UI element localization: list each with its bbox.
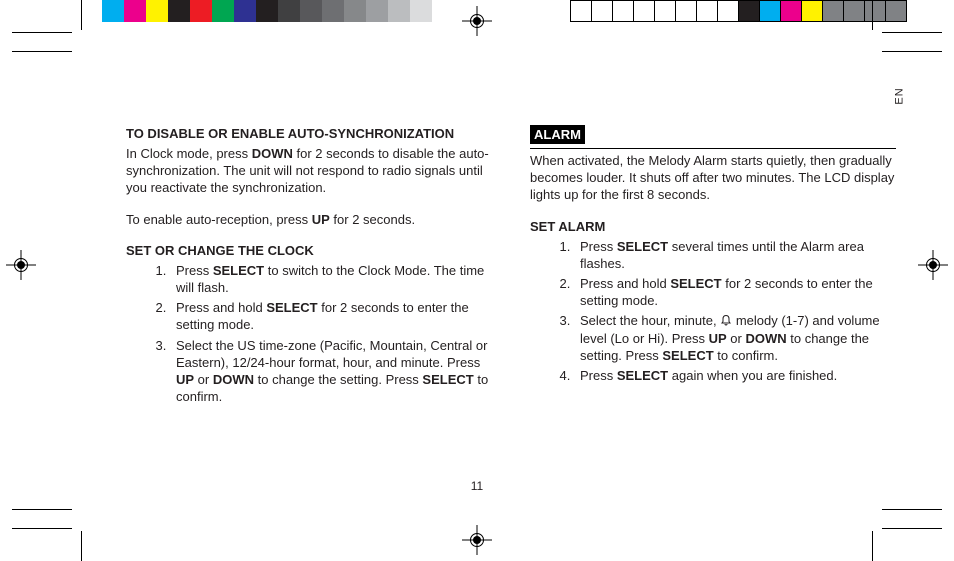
crop-mark [882, 509, 942, 510]
registration-mark [462, 525, 492, 555]
list-item: Press SELECT again when you are finished… [574, 367, 896, 384]
set-alarm-steps: Press SELECT several times until the Ala… [530, 238, 896, 384]
crop-mark [12, 32, 72, 33]
crop-mark [872, 0, 873, 30]
column-left: TO DISABLE OR ENABLE AUTO-SYNCHRONIZATIO… [126, 125, 492, 485]
heading-set-alarm: SET ALARM [530, 218, 896, 235]
autosync-enable-text: To enable auto-reception, press UP for 2… [126, 211, 492, 228]
list-item: Press and hold SELECT for 2 seconds to e… [574, 275, 896, 309]
crop-mark [882, 32, 942, 33]
crop-mark [81, 0, 82, 30]
crop-mark [882, 528, 942, 529]
crop-mark [12, 51, 72, 52]
heading-set-clock: SET OR CHANGE THE CLOCK [126, 242, 492, 259]
page-body: TO DISABLE OR ENABLE AUTO-SYNCHRONIZATIO… [126, 125, 896, 485]
print-colorbar-left [102, 0, 454, 22]
crop-mark [872, 531, 873, 561]
crop-mark [81, 531, 82, 561]
heading-alarm-line: ALARM [530, 125, 896, 149]
list-item: Press SELECT several times until the Ala… [574, 238, 896, 272]
list-item: Press SELECT to switch to the Clock Mode… [170, 262, 492, 296]
page-number: 11 [0, 479, 954, 493]
crop-mark [12, 528, 72, 529]
registration-mark [462, 6, 492, 36]
list-item: Press and hold SELECT for 2 seconds to e… [170, 299, 492, 333]
registration-mark [918, 250, 948, 280]
language-tag: EN [893, 87, 905, 104]
list-item: Select the US time-zone (Pacific, Mounta… [170, 337, 492, 406]
heading-autosync: TO DISABLE OR ENABLE AUTO-SYNCHRONIZATIO… [126, 125, 492, 142]
bell-icon [720, 314, 732, 326]
alarm-description: When activated, the Melody Alarm starts … [530, 152, 896, 203]
heading-alarm: ALARM [530, 125, 585, 144]
list-item: Select the hour, minute, melody (1-7) an… [574, 312, 896, 363]
registration-mark [6, 250, 36, 280]
set-clock-steps: Press SELECT to switch to the Clock Mode… [126, 262, 492, 405]
crop-mark [882, 51, 942, 52]
autosync-disable-text: In Clock mode, press DOWN for 2 seconds … [126, 145, 492, 196]
print-colorbar-right [570, 0, 906, 22]
crop-mark [12, 509, 72, 510]
column-right: ALARM When activated, the Melody Alarm s… [530, 125, 896, 485]
